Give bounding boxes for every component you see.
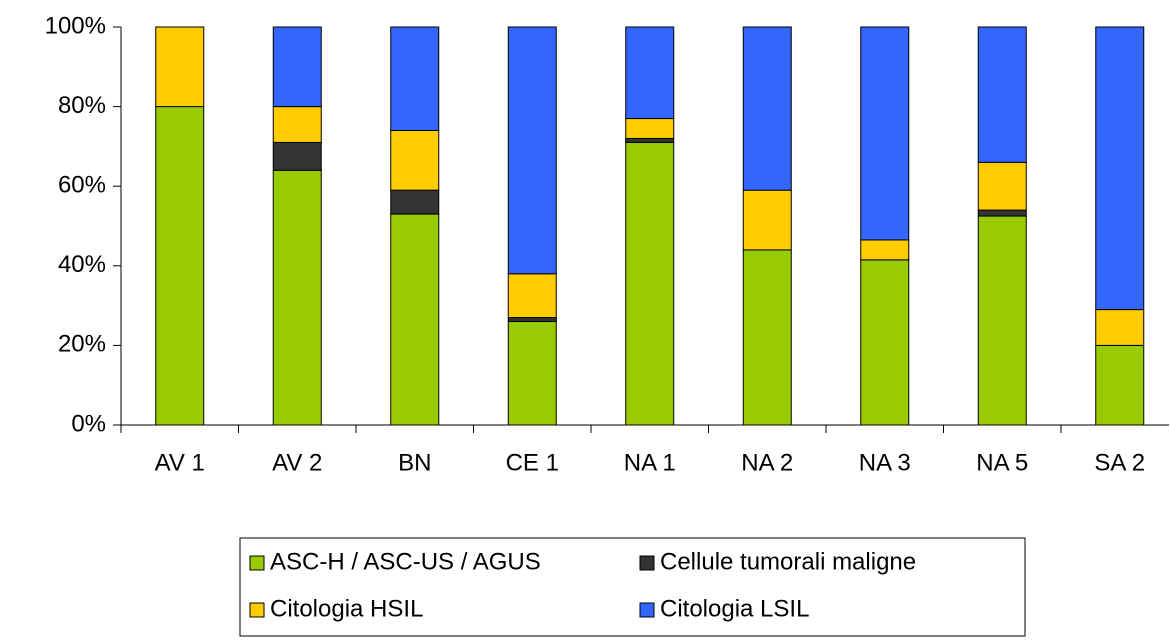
legend-label: Citologia HSIL: [270, 595, 423, 622]
bar-segment: [977, 215, 1027, 426]
y-tick-label: 20%: [58, 331, 106, 358]
legend-swatch: [249, 555, 265, 571]
bar-segment: [155, 106, 205, 426]
legend-swatch: [249, 602, 265, 618]
y-tick-label: 80%: [58, 92, 106, 119]
x-tick-label: NA 3: [859, 449, 911, 476]
bar-segment: [860, 259, 910, 426]
x-tick-label: AV 1: [155, 449, 205, 476]
x-tick-label: NA 1: [624, 449, 676, 476]
bar-segment: [1095, 309, 1145, 346]
bar-segment: [977, 209, 1027, 217]
bar-segment: [1095, 26, 1145, 311]
bar-segment: [860, 26, 910, 241]
bar-segment: [507, 317, 557, 323]
x-tick-label: BN: [398, 449, 431, 476]
legend-box: [239, 537, 1026, 637]
legend-label: Citologia LSIL: [660, 595, 809, 622]
x-tick-label: NA 2: [741, 449, 793, 476]
bar-segment: [155, 26, 205, 108]
x-tick-label: NA 5: [976, 449, 1028, 476]
x-tick-label: AV 2: [272, 449, 322, 476]
bar-segment: [390, 189, 440, 215]
bar-segment: [272, 141, 322, 171]
bar-segment: [272, 106, 322, 143]
bar-segment: [390, 129, 440, 191]
bar-segment: [977, 26, 1027, 163]
bar-segment: [272, 169, 322, 426]
bar-segment: [390, 26, 440, 131]
bar-segment: [272, 26, 322, 108]
bar-segment: [507, 26, 557, 275]
bar-segment: [507, 273, 557, 319]
bar-segment: [390, 213, 440, 426]
bar-segment: [860, 239, 910, 261]
x-tick-label: SA 2: [1094, 449, 1145, 476]
bar-segment: [977, 161, 1027, 211]
y-tick-label: 40%: [58, 251, 106, 278]
x-tick-label: CE 1: [506, 449, 559, 476]
bar-segment: [742, 189, 792, 251]
legend-swatch: [639, 555, 655, 571]
bar-segment: [742, 26, 792, 191]
bar-segment: [625, 26, 675, 120]
legend-label: ASC-H / ASC-US / AGUS: [270, 548, 541, 575]
bar-segment: [625, 141, 675, 426]
y-tick-label: 0%: [71, 410, 106, 437]
bar-segment: [1095, 344, 1145, 426]
legend-swatch: [639, 602, 655, 618]
legend-label: Cellule tumorali maligne: [660, 548, 916, 575]
y-tick-label: 60%: [58, 172, 106, 199]
bar-segment: [742, 249, 792, 426]
bar-segment: [625, 118, 675, 139]
bar-segment: [507, 321, 557, 426]
y-tick-label: 100%: [45, 12, 106, 39]
bar-segment: [625, 137, 675, 143]
